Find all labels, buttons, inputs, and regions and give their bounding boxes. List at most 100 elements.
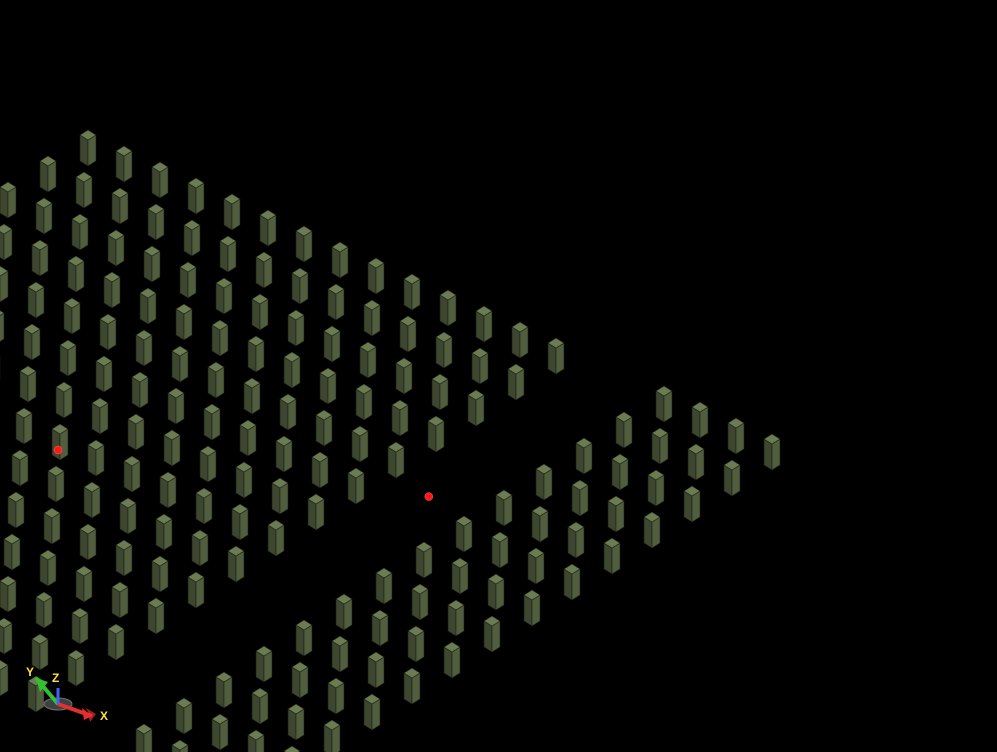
marker-center [54, 446, 62, 454]
scene-canvas[interactable] [0, 0, 997, 752]
block [308, 494, 324, 530]
block [416, 542, 432, 578]
block [0, 576, 16, 612]
block [156, 514, 172, 550]
block [40, 156, 56, 192]
block [448, 600, 464, 636]
block [356, 384, 372, 420]
block [496, 490, 512, 526]
block [40, 550, 56, 586]
block [348, 468, 364, 504]
axis-gizmo[interactable]: X Y Z [20, 642, 110, 732]
block [644, 512, 660, 548]
block [412, 584, 428, 620]
block [188, 572, 204, 608]
block [404, 668, 420, 704]
block [292, 268, 308, 304]
block [280, 394, 296, 430]
block [24, 324, 40, 360]
block [248, 730, 264, 752]
block [248, 336, 264, 372]
block [284, 746, 300, 752]
block [288, 310, 304, 346]
block [256, 252, 272, 288]
block [0, 266, 8, 302]
block [28, 282, 44, 318]
block [192, 530, 208, 566]
block [60, 340, 76, 376]
block [332, 636, 348, 672]
block [232, 504, 248, 540]
block [212, 320, 228, 356]
block [148, 598, 164, 634]
block [508, 364, 524, 400]
block [84, 482, 100, 518]
block [0, 618, 12, 654]
viewport-3d[interactable]: X Y Z [0, 0, 997, 752]
block [528, 548, 544, 584]
block [104, 272, 120, 308]
block [724, 460, 740, 496]
block [472, 348, 488, 384]
block [144, 246, 160, 282]
block [132, 372, 148, 408]
block [564, 564, 580, 600]
block [136, 330, 152, 366]
block [652, 428, 668, 464]
block [396, 358, 412, 394]
block [216, 278, 232, 314]
block [164, 430, 180, 466]
block [444, 642, 460, 678]
axis-label-x: X [100, 709, 108, 723]
block [688, 444, 704, 480]
block [456, 516, 472, 552]
block [272, 478, 288, 514]
block [604, 538, 620, 574]
block [128, 414, 144, 450]
block [196, 488, 212, 524]
block [228, 546, 244, 582]
block [568, 522, 584, 558]
block [184, 220, 200, 256]
block [324, 720, 340, 752]
axis-x [58, 704, 96, 722]
block [492, 532, 508, 568]
block [728, 418, 744, 454]
block [176, 304, 192, 340]
block [576, 438, 592, 474]
block [76, 566, 92, 602]
block [536, 464, 552, 500]
block [236, 462, 252, 498]
block [512, 322, 528, 358]
block [48, 466, 64, 502]
block [572, 480, 588, 516]
block [324, 326, 340, 362]
block [608, 496, 624, 532]
block [656, 386, 672, 422]
block [252, 294, 268, 330]
block [152, 556, 168, 592]
block [0, 224, 12, 260]
block [468, 390, 484, 426]
block [208, 362, 224, 398]
block [368, 652, 384, 688]
block [72, 608, 88, 644]
block [648, 470, 664, 506]
block [548, 338, 564, 374]
block [108, 624, 124, 660]
block [76, 172, 92, 208]
block [0, 308, 4, 344]
block [296, 620, 312, 656]
block [112, 188, 128, 224]
block [0, 660, 8, 696]
block [80, 524, 96, 560]
block [212, 714, 228, 750]
block [260, 210, 276, 246]
block [172, 346, 188, 382]
block [436, 332, 452, 368]
block [204, 404, 220, 440]
block [368, 258, 384, 294]
block [440, 290, 456, 326]
block [148, 204, 164, 240]
block [160, 472, 176, 508]
